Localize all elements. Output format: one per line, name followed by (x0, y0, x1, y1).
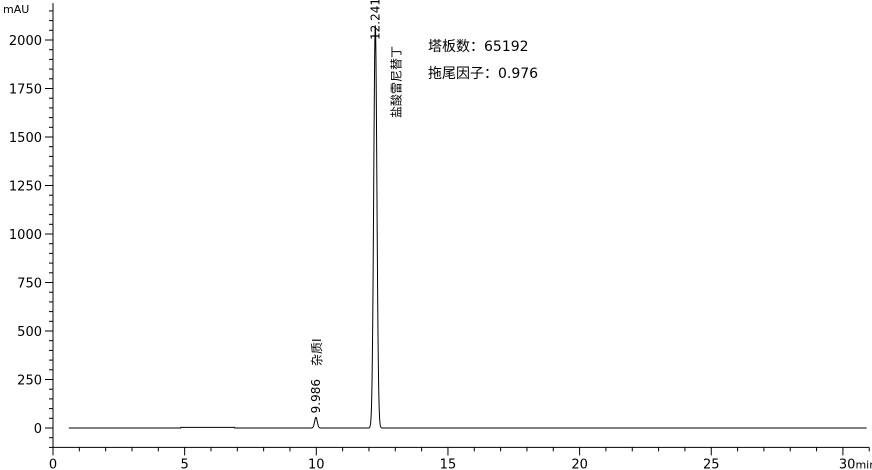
annotation-plate-count: 塔板数：65192 (428, 39, 529, 55)
y-tick-label: 1500 (9, 131, 42, 146)
y-tick-label: 250 (17, 374, 42, 389)
x-tick-label: 15 (440, 457, 457, 470)
annotation-tailing-factor: 拖尾因子：0.976 (428, 66, 538, 82)
y-tick-label: 1250 (9, 180, 42, 195)
peak-labels: 9.986 杂质I 12.241 盐酸雷尼替丁 (309, 0, 403, 413)
x-tick-label: 30min (839, 457, 872, 470)
x-tick-label: 0 (49, 457, 57, 470)
peak-name-label: 盐酸雷尼替丁 (388, 46, 403, 118)
axes: 0 250 500 750 1000 1250 1500 1750 2000 0 5 10 15 20 25… (9, 3, 872, 470)
y-tick-label: 2000 (9, 34, 42, 49)
x-tick-label: 20 (571, 457, 588, 470)
y-tick-label: 750 (17, 277, 42, 292)
chromatogram-trace (68, 25, 867, 429)
y-tick-label: 1750 (9, 83, 42, 98)
y-tick-label: 500 (17, 325, 42, 340)
y-unit-label: mAU (3, 3, 29, 16)
y-tick-label: 0 (34, 422, 42, 437)
x-tick-label: 5 (181, 457, 189, 470)
y-tick-label: 1000 (9, 228, 42, 243)
x-tick-label: 25 (703, 457, 720, 470)
x-tick-label: 10 (308, 457, 325, 470)
peak-name-label: 杂质I (310, 338, 324, 366)
peak-retention-time-label: 12.241 (368, 0, 382, 40)
peak-retention-time-label: 9.986 (309, 379, 323, 413)
